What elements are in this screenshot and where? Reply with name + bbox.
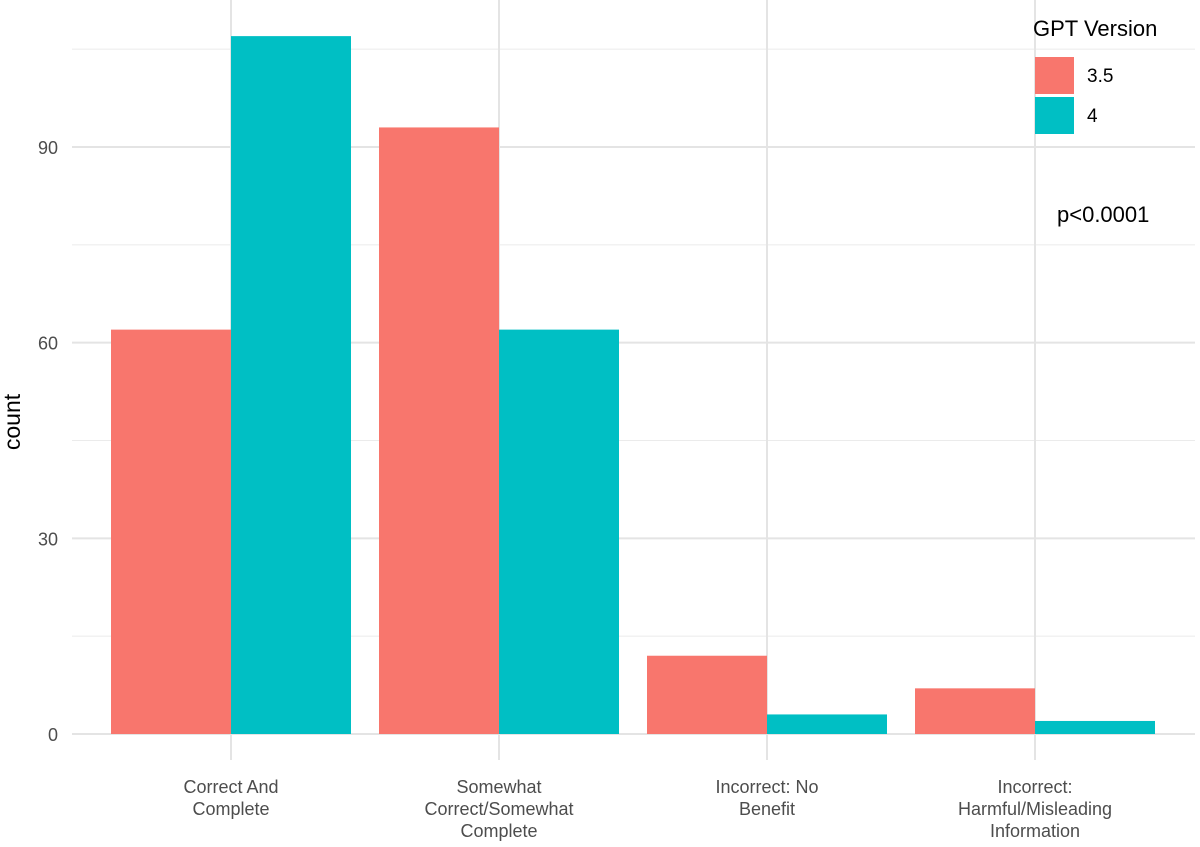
legend: GPT Version 3.5 4 (1033, 16, 1157, 134)
legend-key-4 (1035, 97, 1074, 134)
bar-series-4-cat-0 (231, 36, 351, 735)
bar-series-3_5-cat-3 (915, 688, 1035, 734)
legend-label: 4 (1087, 106, 1098, 127)
p-value-annotation: p<0.0001 (1057, 202, 1149, 227)
x-tick-label: Incorrect: No Benefit (715, 777, 818, 819)
bar-series-4-cat-1 (499, 329, 619, 734)
legend-key-3_5 (1035, 57, 1074, 94)
y-tick-label: 60 (38, 334, 58, 354)
bar-series-3_5-cat-0 (111, 329, 231, 734)
bar-series-4-cat-2 (767, 714, 887, 734)
y-tick-label: 90 (38, 138, 58, 158)
legend-title: GPT Version (1033, 16, 1157, 41)
bar-series-3_5-cat-2 (647, 655, 767, 734)
x-tick-label: Incorrect: Harmful/Misleading Information (958, 777, 1112, 841)
x-tick-label: Correct And Complete (183, 777, 278, 819)
bar-series-3_5-cat-1 (379, 127, 499, 734)
y-tick-label: 0 (48, 725, 58, 745)
bar-series-4-cat-3 (1035, 720, 1155, 734)
y-tick-label: 30 (38, 529, 58, 549)
bars (111, 36, 1155, 735)
y-axis-ticks: 0 30 60 90 (38, 138, 58, 745)
x-axis-ticks: Correct And Complete Somewhat Correct/Somew… (183, 777, 1112, 841)
y-axis-title: count (0, 393, 25, 450)
x-tick-label: Somewhat Correct/Somewhat Complete (424, 777, 573, 841)
legend-label: 3.5 (1087, 66, 1113, 87)
